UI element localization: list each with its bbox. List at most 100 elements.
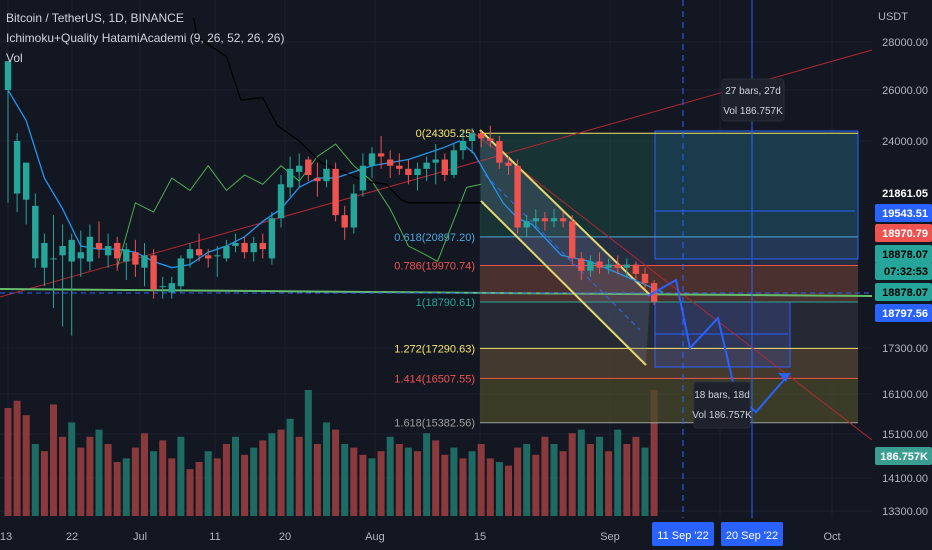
candle-body bbox=[159, 286, 166, 288]
candle-body bbox=[350, 193, 357, 228]
annotation-line1: 27 bars, 27d bbox=[725, 86, 781, 97]
candle-body bbox=[259, 242, 266, 250]
candle-body bbox=[123, 249, 130, 262]
candle-body bbox=[550, 218, 558, 222]
candle-body bbox=[478, 133, 485, 139]
candle-body bbox=[59, 246, 66, 256]
candle-body bbox=[569, 221, 576, 259]
candle-body bbox=[605, 264, 612, 268]
candle-body bbox=[578, 258, 585, 271]
volume-bar bbox=[268, 433, 276, 516]
volume-bar bbox=[568, 433, 576, 516]
time-axis-label: 11 bbox=[209, 531, 220, 543]
volume-title[interactable]: Vol bbox=[6, 51, 23, 65]
candle-body bbox=[623, 264, 630, 268]
candle-body bbox=[323, 168, 330, 182]
fib-label: 0(24305.25) bbox=[416, 128, 475, 140]
candle-body bbox=[214, 255, 221, 257]
candle-body bbox=[223, 246, 230, 259]
volume-bar bbox=[377, 451, 385, 516]
volume-bar bbox=[259, 440, 267, 516]
price-tag bbox=[875, 283, 932, 301]
fib-label: 1(18790.61) bbox=[416, 297, 475, 309]
volume-bar bbox=[159, 440, 167, 516]
candle-body bbox=[377, 153, 385, 157]
channel-lower bbox=[480, 200, 647, 366]
fib-label: 1.618(15382.56) bbox=[394, 418, 475, 430]
price-tag bbox=[875, 184, 932, 202]
candle-body bbox=[95, 242, 103, 250]
indicator-title[interactable]: Ichimoku+Quality HatamiAcademi (9, 26, 5… bbox=[6, 31, 285, 45]
price-tag-label: 19543.51 bbox=[882, 208, 928, 220]
price-tag bbox=[875, 447, 932, 465]
volume-bar bbox=[104, 444, 112, 516]
volume-bar bbox=[313, 444, 321, 516]
price-tag bbox=[875, 262, 932, 280]
time-axis-label: Aug bbox=[365, 531, 385, 543]
candle-body bbox=[332, 168, 339, 216]
volume-bar bbox=[459, 458, 467, 516]
fib-label: 1.272(17290.63) bbox=[394, 343, 475, 355]
volume-bar bbox=[514, 447, 522, 516]
time-axis-label: 15 bbox=[474, 531, 486, 543]
volume-bar bbox=[368, 458, 376, 516]
annotation-line1: 18 bars, 18d bbox=[694, 390, 750, 401]
price-tag bbox=[875, 245, 932, 263]
trend-line-down bbox=[469, 129, 873, 441]
price-tag bbox=[875, 224, 932, 242]
price-tag-label: 18797.56 bbox=[882, 308, 928, 320]
candle-body bbox=[487, 138, 494, 141]
candle-body bbox=[268, 218, 276, 259]
volume-bar bbox=[13, 400, 21, 516]
candle-body bbox=[195, 249, 203, 256]
candle-body bbox=[368, 153, 376, 166]
candle-body bbox=[587, 261, 594, 271]
volume-bar bbox=[68, 422, 76, 516]
symbol-title[interactable]: Bitcoin / TetherUS, 1D, BINANCE bbox=[6, 11, 184, 25]
volume-bar bbox=[414, 451, 421, 516]
candle-body bbox=[4, 61, 12, 90]
candle-body bbox=[559, 218, 567, 222]
axis-tick-label: 24000.00 bbox=[882, 136, 928, 148]
volume-bar bbox=[450, 447, 458, 516]
candle-body bbox=[632, 264, 640, 274]
volume-bar bbox=[77, 447, 85, 516]
candle-body bbox=[114, 242, 121, 259]
volume-bar bbox=[350, 447, 358, 516]
candle-body bbox=[277, 184, 285, 219]
candle-body bbox=[77, 252, 84, 259]
fib-zone-618-786 bbox=[480, 236, 858, 266]
candle-body bbox=[232, 242, 239, 247]
time-axis-label: 13 bbox=[0, 531, 12, 543]
volume-bar bbox=[150, 451, 158, 516]
axis-tick-label: 14100.00 bbox=[882, 473, 928, 485]
volume-bar bbox=[295, 436, 303, 516]
fib-label: 1.414(16507.55) bbox=[394, 373, 475, 385]
time-axis-label: Jul bbox=[133, 531, 147, 543]
candle-body bbox=[205, 255, 212, 259]
volume-bar bbox=[586, 444, 594, 516]
volume-bar bbox=[113, 462, 121, 516]
volume-bar bbox=[623, 444, 631, 516]
volume-bar bbox=[577, 429, 585, 516]
volume-bar bbox=[4, 408, 12, 516]
time-highlight bbox=[721, 522, 783, 546]
volume-bar bbox=[541, 436, 549, 516]
projection-arrowhead bbox=[778, 373, 790, 382]
price-tag bbox=[875, 204, 932, 222]
candle-body bbox=[241, 242, 248, 253]
volume-bar bbox=[441, 454, 449, 516]
volume-bar bbox=[141, 433, 148, 516]
volume-bar bbox=[505, 465, 512, 516]
time-highlight-label: 20 Sep '22 bbox=[726, 530, 778, 542]
volume-bar bbox=[122, 458, 130, 516]
volume-bar bbox=[277, 429, 285, 516]
candle-body bbox=[286, 168, 294, 188]
chart-legend: Bitcoin / TetherUS, 1D, BINANCE Ichimoku… bbox=[6, 8, 284, 68]
axis-tick-label: 16100.00 bbox=[882, 389, 928, 401]
volume-bar bbox=[596, 436, 603, 516]
candle-body bbox=[450, 150, 458, 175]
price-tag-label: 186.757K bbox=[880, 451, 928, 463]
candle-body bbox=[459, 141, 467, 151]
